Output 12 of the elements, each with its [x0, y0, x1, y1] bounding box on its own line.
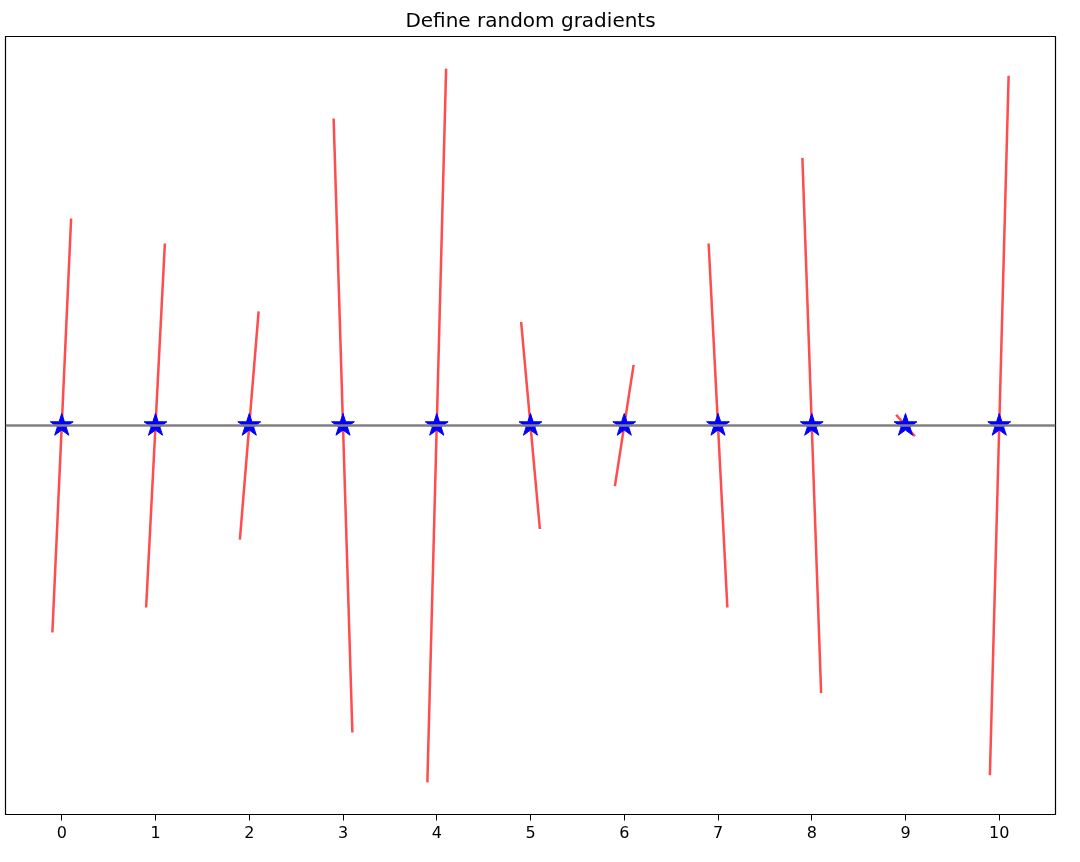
x-tick-label: 3: [337, 822, 349, 842]
x-tick-label: 6: [619, 822, 630, 842]
x-tick-label: 7: [712, 822, 724, 842]
chart-title: Define random gradients: [405, 7, 656, 32]
x-tick-label: 0: [56, 822, 67, 842]
x-tick-label: 9: [900, 822, 911, 842]
x-tick-label: 8: [806, 822, 817, 842]
x-tick-label: 2: [244, 822, 255, 842]
x-tick-label: 10: [989, 822, 1010, 842]
x-tick-label: 5: [525, 822, 536, 842]
x-tick-label: 1: [150, 822, 161, 842]
x-tick-label: 4: [431, 822, 442, 842]
